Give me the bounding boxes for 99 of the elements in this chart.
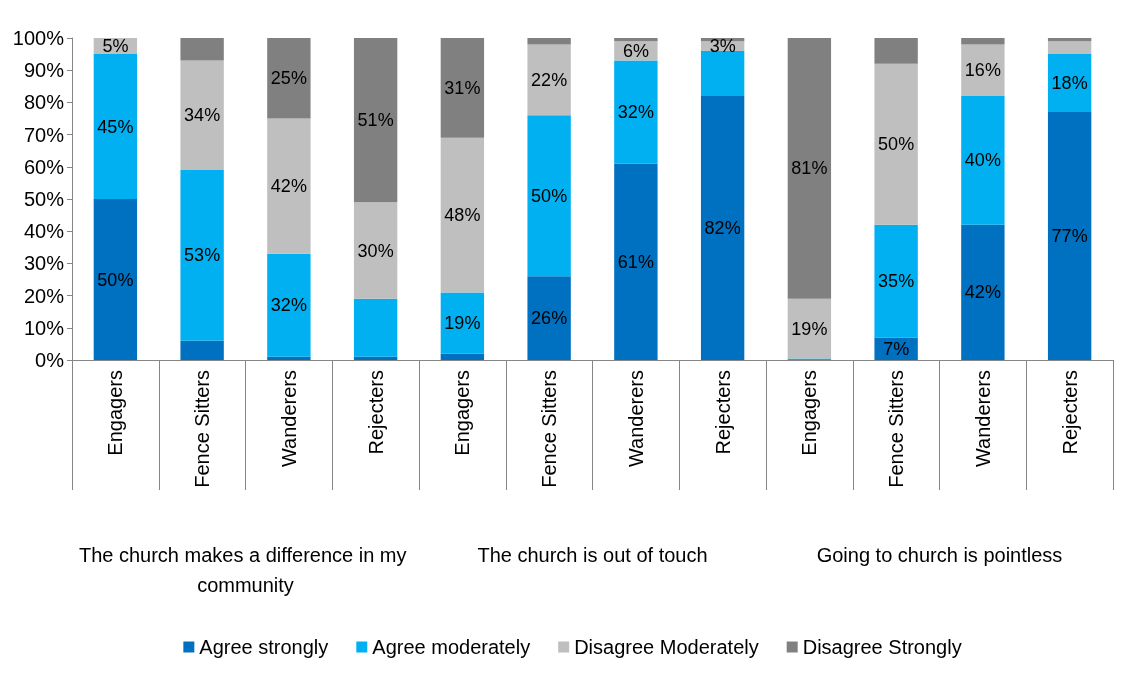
bar — [353, 202, 398, 299]
y-tick-label: 0% — [35, 349, 65, 371]
data-label: 81% — [791, 158, 828, 179]
bar — [353, 356, 398, 360]
data-label: 42% — [270, 176, 307, 197]
data-label: 51% — [357, 110, 394, 131]
x-tick-label: Wanderers — [624, 370, 647, 468]
x-tick-label: Wanderers — [277, 370, 300, 468]
bar — [440, 353, 485, 360]
data-label: 77% — [1051, 226, 1088, 247]
y-tick-label: 80% — [23, 91, 65, 114]
x-tick-label: Fence Sitters — [191, 370, 214, 488]
y-tick-label: 50% — [23, 188, 65, 210]
text: Going to church is pointless — [816, 544, 1063, 566]
data-label: 50% — [97, 269, 134, 290]
bar — [700, 50, 745, 96]
data-label: 7% — [883, 338, 910, 359]
bar — [961, 44, 1005, 96]
bar — [440, 137, 485, 293]
bar — [961, 95, 1005, 225]
bar — [787, 38, 832, 299]
bar — [527, 115, 571, 277]
y-tick-label: 100% — [12, 27, 65, 49]
bar — [961, 38, 1005, 45]
legend-label: Disagree Moderately — [574, 636, 759, 658]
bar — [353, 298, 398, 357]
y-tick-label: 60% — [23, 155, 65, 178]
data-label: 40% — [964, 150, 1001, 171]
text: The church is out of touch — [477, 544, 708, 566]
y-tick-label: 90% — [23, 59, 65, 82]
data-label: 50% — [878, 134, 915, 155]
bar — [267, 118, 311, 254]
bar — [267, 38, 311, 119]
bar — [1047, 41, 1092, 55]
bar — [180, 340, 224, 360]
data-label: 6% — [622, 40, 649, 61]
bar — [267, 253, 311, 357]
data-label: 82% — [704, 217, 741, 238]
bar — [874, 224, 918, 338]
legend-label: Agree moderately — [372, 636, 531, 658]
data-label: 34% — [184, 105, 221, 126]
data-label: 31% — [444, 77, 481, 98]
data-label: 48% — [444, 205, 481, 226]
data-label: 26% — [531, 308, 568, 329]
bar — [614, 38, 658, 42]
bar — [527, 276, 571, 360]
bar — [874, 38, 918, 64]
data-label: 16% — [964, 60, 1001, 81]
data-label: 32% — [617, 102, 654, 123]
data-label: 30% — [357, 240, 394, 261]
bar — [353, 38, 398, 203]
x-tick-label: Rejecters — [1058, 370, 1081, 455]
bar — [614, 163, 658, 360]
text: The church makes a difference in my community — [78, 544, 413, 596]
y-tick-label: 10% — [23, 316, 65, 339]
x-tick-label: Fence Sitters — [885, 370, 908, 488]
x-tick-label: Engagers — [798, 370, 821, 456]
bar — [440, 292, 485, 354]
y-tick-label: 40% — [23, 220, 65, 243]
x-tick-label: Wanderers — [971, 370, 994, 468]
bar — [527, 38, 571, 45]
x-tick-label: Engagers — [104, 370, 127, 456]
data-label: 25% — [270, 68, 307, 89]
data-label: 5% — [102, 36, 129, 57]
bar — [180, 60, 224, 171]
data-label: 35% — [878, 271, 915, 292]
x-tick-label: Rejecters — [711, 370, 734, 455]
bar — [180, 38, 224, 61]
legend-label: Agree strongly — [199, 636, 329, 658]
data-label: 61% — [617, 251, 654, 272]
bar — [1047, 38, 1092, 42]
x-tick-label: Fence Sitters — [538, 370, 561, 488]
bar — [614, 60, 658, 164]
data-label: 50% — [531, 185, 568, 206]
bar — [440, 38, 485, 138]
data-label: 3% — [709, 36, 736, 57]
data-label: 19% — [791, 318, 828, 339]
y-tick-label: 30% — [23, 252, 65, 275]
bar — [1047, 112, 1092, 360]
bar — [93, 199, 138, 360]
data-label: 32% — [270, 295, 307, 316]
bar — [93, 54, 138, 199]
x-tick-label: Rejecters — [364, 370, 387, 455]
data-label: 45% — [97, 116, 134, 137]
y-tick-label: 20% — [23, 284, 65, 307]
y-tick-label: 70% — [23, 123, 65, 146]
data-label: 19% — [444, 312, 481, 333]
data-label: 42% — [964, 282, 1001, 303]
bar — [700, 95, 745, 360]
x-tick-label: Engagers — [451, 370, 474, 456]
data-label: 53% — [184, 245, 221, 266]
bar — [180, 170, 224, 341]
bar — [267, 356, 311, 360]
data-label: 18% — [1051, 73, 1088, 94]
bar — [961, 224, 1005, 360]
bar — [527, 44, 571, 116]
bar — [874, 63, 918, 225]
legend-label: Disagree Strongly — [802, 636, 962, 658]
data-label: 22% — [531, 69, 568, 90]
